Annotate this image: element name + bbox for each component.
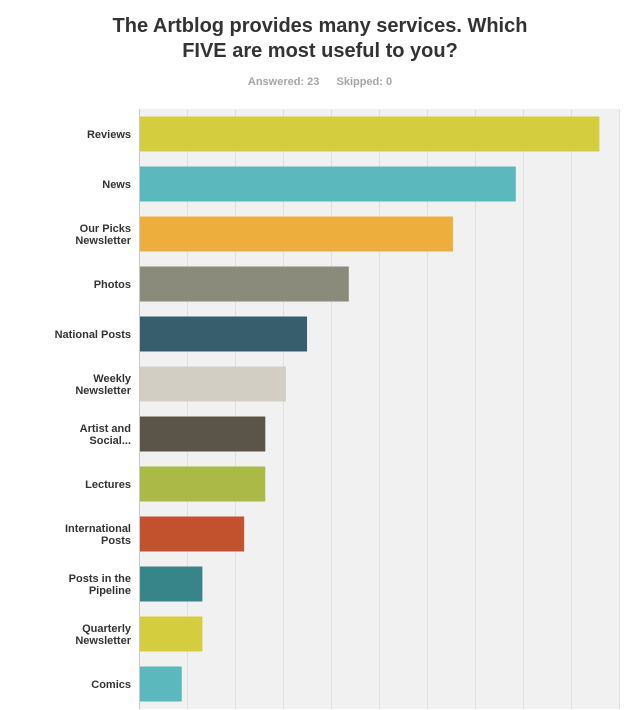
category-label: Weekly xyxy=(93,373,132,385)
category-label: Artist and xyxy=(80,423,131,435)
bar xyxy=(140,316,308,352)
category-label: Newsletter xyxy=(75,235,131,247)
response-summary: Answered: 23 Skipped: 0 xyxy=(0,76,640,88)
chart-title-line-2: FIVE are most useful to you? xyxy=(182,40,458,62)
category-label: Lectures xyxy=(85,479,131,491)
bar xyxy=(140,416,266,452)
category-label: News xyxy=(102,179,131,191)
category-label: Newsletter xyxy=(75,635,131,647)
bar xyxy=(140,666,182,702)
category-label: Comics xyxy=(91,679,131,691)
category-label: Reviews xyxy=(87,129,131,141)
category-label: Photos xyxy=(94,279,131,291)
answered-count: Answered: 23 xyxy=(247,76,320,88)
chart-title-line-1: The Artblog provides many services. Whic… xyxy=(112,15,528,37)
bar xyxy=(140,366,286,402)
bar xyxy=(140,116,600,152)
category-label: Posts in the xyxy=(69,573,131,585)
bar xyxy=(140,466,266,502)
category-label: National Posts xyxy=(55,329,131,341)
category-label: Posts xyxy=(101,535,131,547)
bar xyxy=(140,616,203,652)
bar xyxy=(140,166,516,202)
category-label: International xyxy=(65,523,131,535)
category-label: Newsletter xyxy=(75,385,131,397)
category-label: Our Picks xyxy=(80,223,131,235)
category-label: Pipeline xyxy=(89,585,131,597)
category-label: Social... xyxy=(89,435,131,447)
bar xyxy=(140,566,203,602)
bar xyxy=(140,216,453,252)
bar xyxy=(140,266,349,302)
bar xyxy=(140,516,245,552)
chart-title: The Artblog provides many services. Whic… xyxy=(0,14,640,64)
category-label: Quarterly xyxy=(82,623,132,635)
skipped-count: Skipped: 0 xyxy=(336,76,393,88)
